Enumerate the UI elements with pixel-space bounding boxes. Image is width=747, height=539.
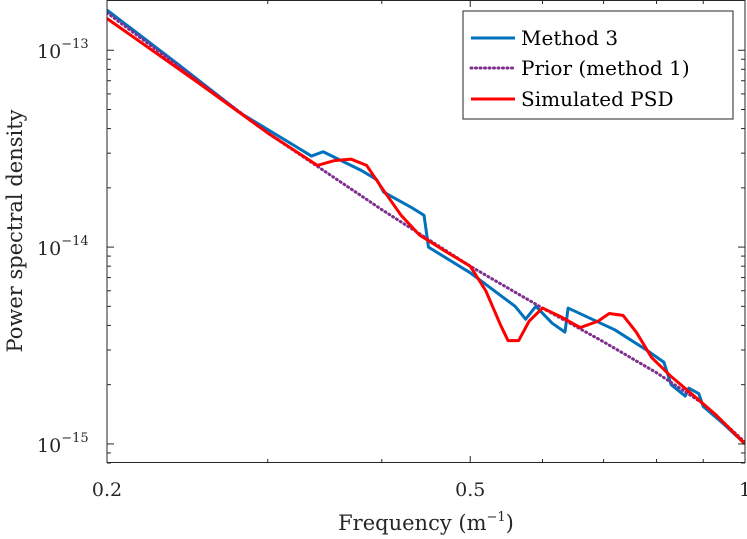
- y-tick-label: 10−13: [37, 37, 89, 63]
- series-line-simulated-psd: [107, 17, 745, 445]
- x-tick-label: 1: [739, 479, 747, 501]
- legend-box: [462, 10, 734, 120]
- series-layer: [107, 8, 745, 446]
- legend-label-method-3: Method 3: [521, 26, 618, 50]
- tick-labels-layer: 0.2 0.5 1 10−13 10−14 10−15: [37, 37, 747, 501]
- y-tick-label: 10−14: [37, 234, 89, 260]
- x-tick-label: 0.2: [92, 479, 122, 501]
- y-axis-label: Power spectral density: [3, 109, 27, 352]
- legend-label-simulated: Simulated PSD: [521, 87, 674, 111]
- y-tick-label: 10−15: [37, 431, 89, 457]
- ticks-layer: [106, 0, 746, 464]
- plot-frame: [106, 0, 746, 463]
- x-axis-label: Frequency (m−1): [338, 510, 514, 535]
- legend-label-prior: Prior (method 1): [521, 56, 690, 80]
- legend: Method 3 Prior (method 1) Simulated PSD: [462, 10, 734, 120]
- x-tick-label: 0.5: [455, 479, 485, 501]
